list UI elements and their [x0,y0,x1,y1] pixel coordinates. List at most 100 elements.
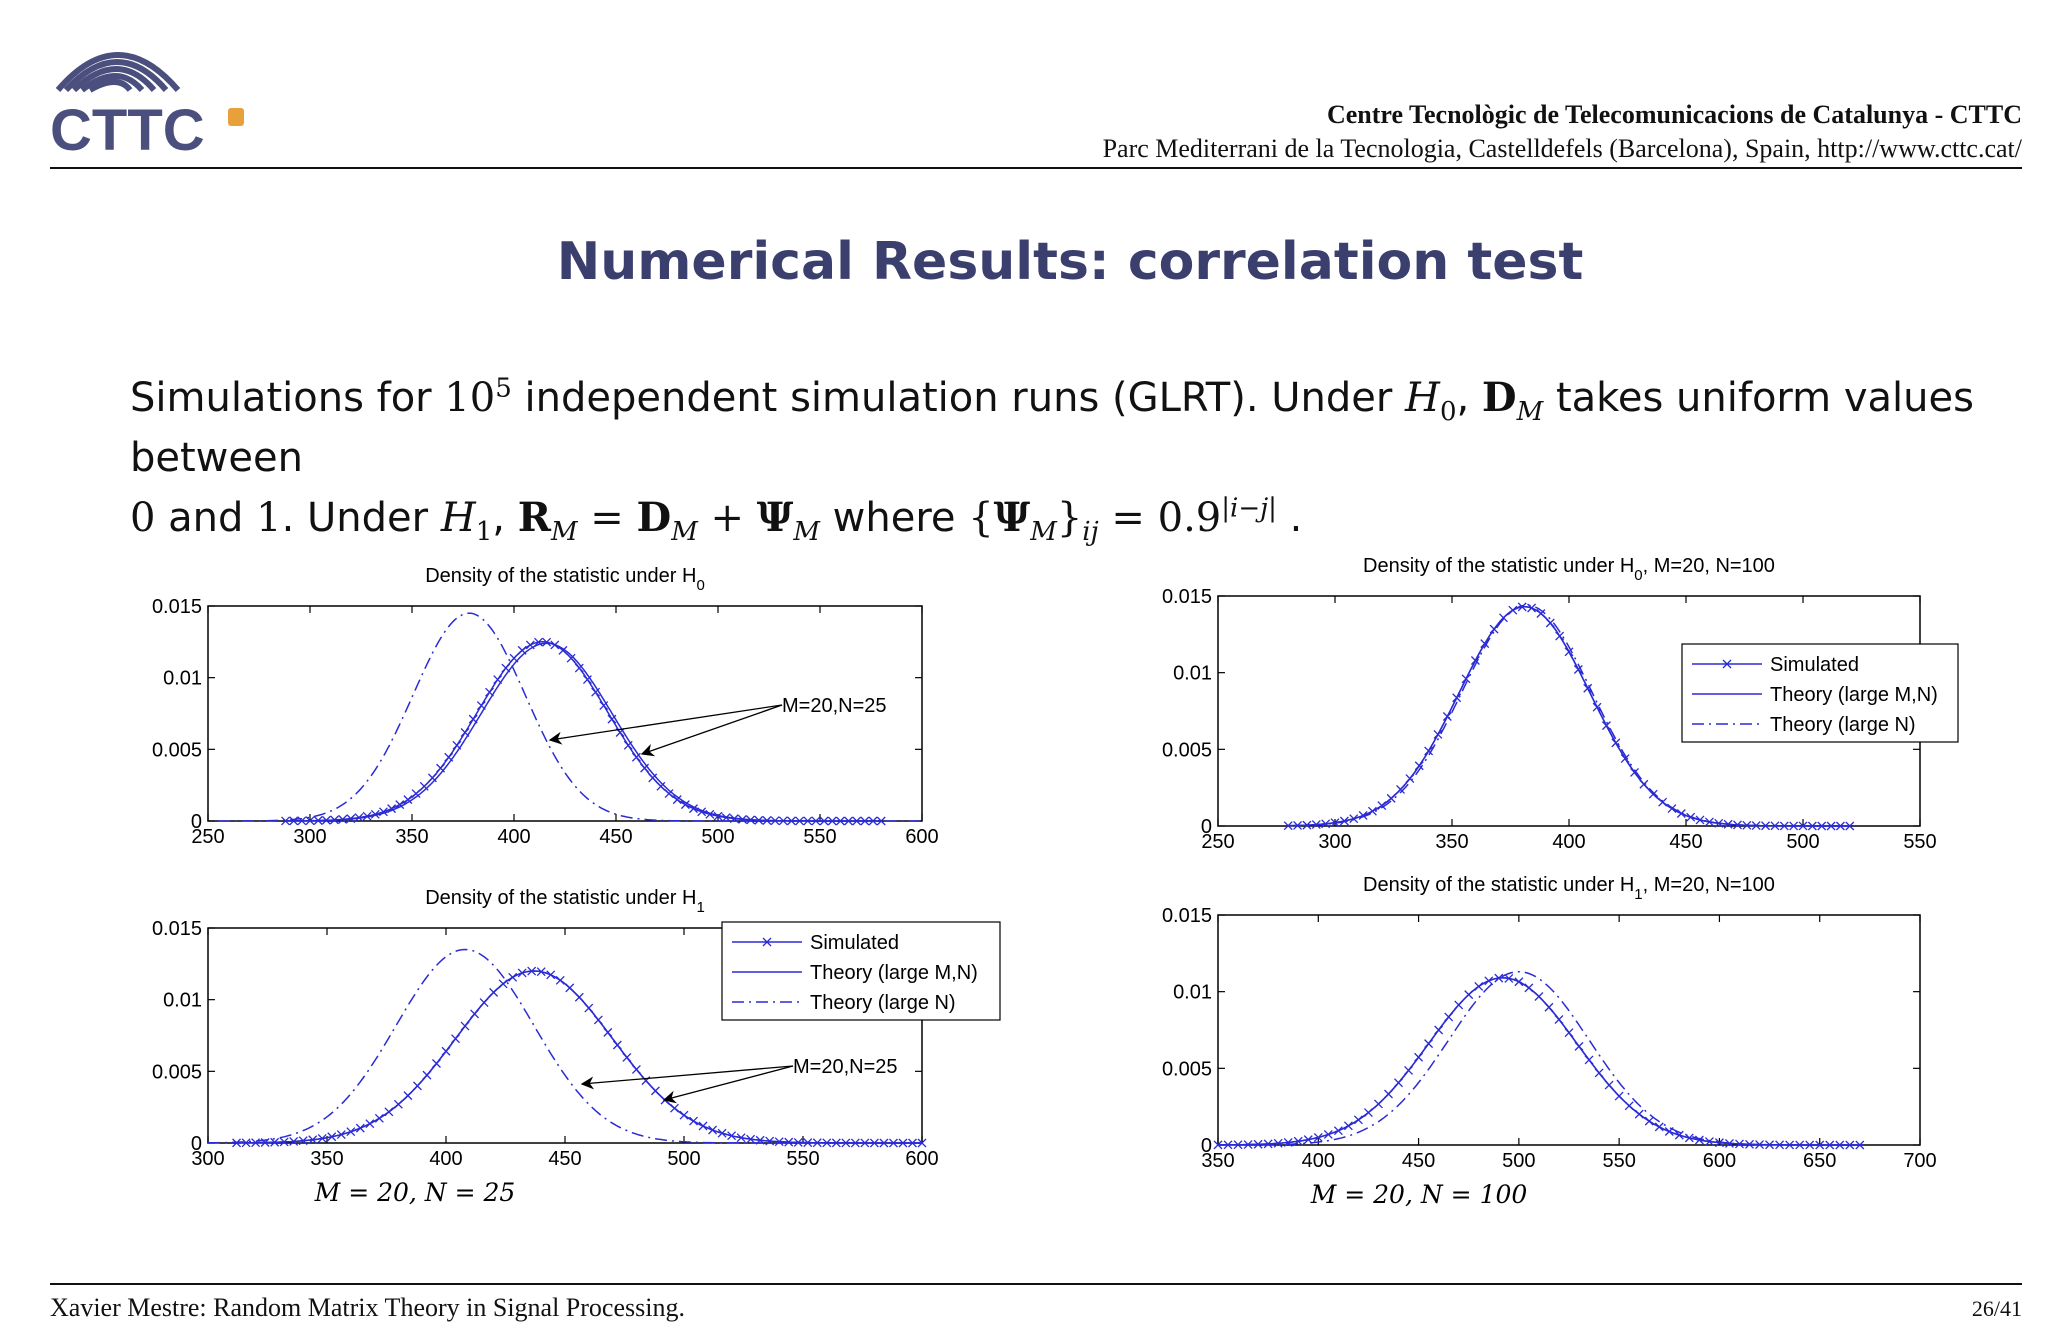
chart-panel-4: Density of the statistic under H1, M=20,… [1162,874,1937,1209]
chart-title: Density of the statistic under H0, M=20,… [1363,555,1775,584]
y-tick-label: 0.01 [1173,663,1212,685]
data-point-marker [713,811,723,821]
y-tick-label: 0.015 [152,596,202,618]
x-tick-label: 700 [1903,1150,1936,1172]
page-number: 26/41 [1971,1296,2022,1321]
chart-panel-2: Density of the statistic under H1 300 350 4… [152,887,1001,1207]
x-tick-label: 350 [1435,831,1468,853]
annotation-arrow [640,704,783,757]
x-tick-label: 550 [1602,1150,1635,1172]
legend-label: Simulated [1770,654,1859,676]
x-tick-label: 500 [1502,1150,1535,1172]
x-tick-label: 400 [1552,831,1585,853]
x-tick-label: 400 [1302,1150,1335,1172]
series-line-dashdot [208,948,922,1144]
annotation-label: M=20,N=25 [793,1056,898,1078]
slide-title: Numerical Results: correlation test [556,232,1584,292]
x-tick-label: 450 [599,826,632,848]
institution-name: Centre Tecnològic de Telecomunicacions d… [1326,100,2022,129]
x-tick-label: 600 [905,826,938,848]
description-line-2: 0 and 1. Under H1, RM = DM + ΨM where {Ψ… [130,493,1303,547]
annotation-arrow [580,1065,794,1090]
slide-description: Simulations for 105 independent simulati… [130,368,1990,548]
x-tick-label: 450 [548,1148,581,1170]
y-tick-label: 0.015 [1162,586,1212,608]
chart-title: Density of the statistic under H0 [425,565,705,594]
annotation-arrow [662,1065,794,1104]
legend-label: Theory (large N) [1770,714,1916,736]
data-point-marker [403,795,413,805]
series-line-dashdot [218,612,922,822]
y-tick-label: 0.005 [1162,1058,1212,1080]
chart-title-subscript: 1 [1634,886,1642,903]
footer-author: Xavier Mestre: Random Matrix Theory in S… [50,1293,685,1322]
data-point-marker [427,773,437,783]
x-tick-label: 450 [1669,831,1702,853]
x-tick-label: 350 [395,826,428,848]
x-tick-label: 300 [191,1148,224,1170]
data-point-marker [574,663,584,673]
legend-marker [1722,659,1732,669]
x-tick-label: 500 [1786,831,1819,853]
chart-caption: M = 20, N = 25 [314,1178,516,1207]
chart-legend: Simulated Theory (large M,N) Theory (large… [1681,643,1959,743]
data-point-marker [566,653,576,663]
chart-title-subscript: 0 [696,577,704,594]
y-tick-label: 0.01 [163,990,202,1012]
chart-panel-1: Density of the statistic under H0 250 300 3… [152,565,939,848]
plot-frame [1217,914,1921,1146]
y-tick-label: 0 [191,1133,202,1155]
logo-text: CTTC [50,98,205,160]
data-point-marker [534,637,543,647]
chart-legend: Simulated Theory (large M,N) Theory (large… [721,921,1001,1021]
x-tick-label: 550 [803,826,836,848]
chart-caption: M = 20, N = 100 [1310,1180,1528,1209]
x-tick-label: 350 [1201,1150,1234,1172]
legend-box [721,921,1001,1021]
series-line-solid [1288,605,1850,827]
x-tick-label: 300 [293,826,326,848]
data-point-marker [664,789,674,799]
legend-label: Simulated [810,932,899,954]
data-point-marker [582,675,592,685]
series-line-markers [1218,977,1864,1146]
legend-label: Theory (large N) [810,992,956,1014]
chart-title-subscript: 1 [696,899,704,916]
x-tick-label: 450 [1402,1150,1435,1172]
chart-title-suffix: , M=20, N=100 [1643,874,1775,896]
data-point-marker [648,773,658,783]
legend-label: Theory (large M,N) [810,962,978,984]
series-line-solid [1218,977,1864,1146]
x-tick-label: 550 [1903,831,1936,853]
y-tick-label: 0.01 [1173,982,1212,1004]
y-tick-label: 0.005 [152,1061,202,1083]
x-tick-label: 650 [1803,1150,1836,1172]
y-tick-label: 0.005 [1162,739,1212,761]
x-tick-label: 400 [497,826,530,848]
y-tick-label: 0.005 [152,739,202,761]
data-point-marker [680,800,690,810]
cttc-logo: CTTC [50,52,244,160]
x-tick-label: 350 [310,1148,343,1170]
y-tick-label: 0 [1201,1135,1212,1157]
description-line-1: Simulations for 105 independent simulati… [130,373,1974,481]
plot-frame [207,605,923,822]
data-point-marker [656,781,666,791]
x-tick-label: 600 [905,1148,938,1170]
y-tick-label: 0.015 [1162,905,1212,927]
footer-rule [50,1283,2022,1285]
x-tick-label: 250 [1201,831,1234,853]
y-tick-label: 0 [191,811,202,833]
data-point-marker [411,789,421,799]
data-point-marker [640,763,650,773]
x-tick-label: 500 [701,826,734,848]
series-line-dashdot [1238,970,1864,1146]
data-point-marker [672,795,682,805]
x-tick-label: 250 [191,826,224,848]
chart-title-subscript: 0 [1634,567,1642,584]
institution-address: Parc Mediterrani de la Tecnologia, Caste… [1102,134,2022,163]
chart-title: Density of the statistic under H1 [425,887,705,916]
legend-marker [762,937,772,947]
header-rule [50,167,2022,169]
